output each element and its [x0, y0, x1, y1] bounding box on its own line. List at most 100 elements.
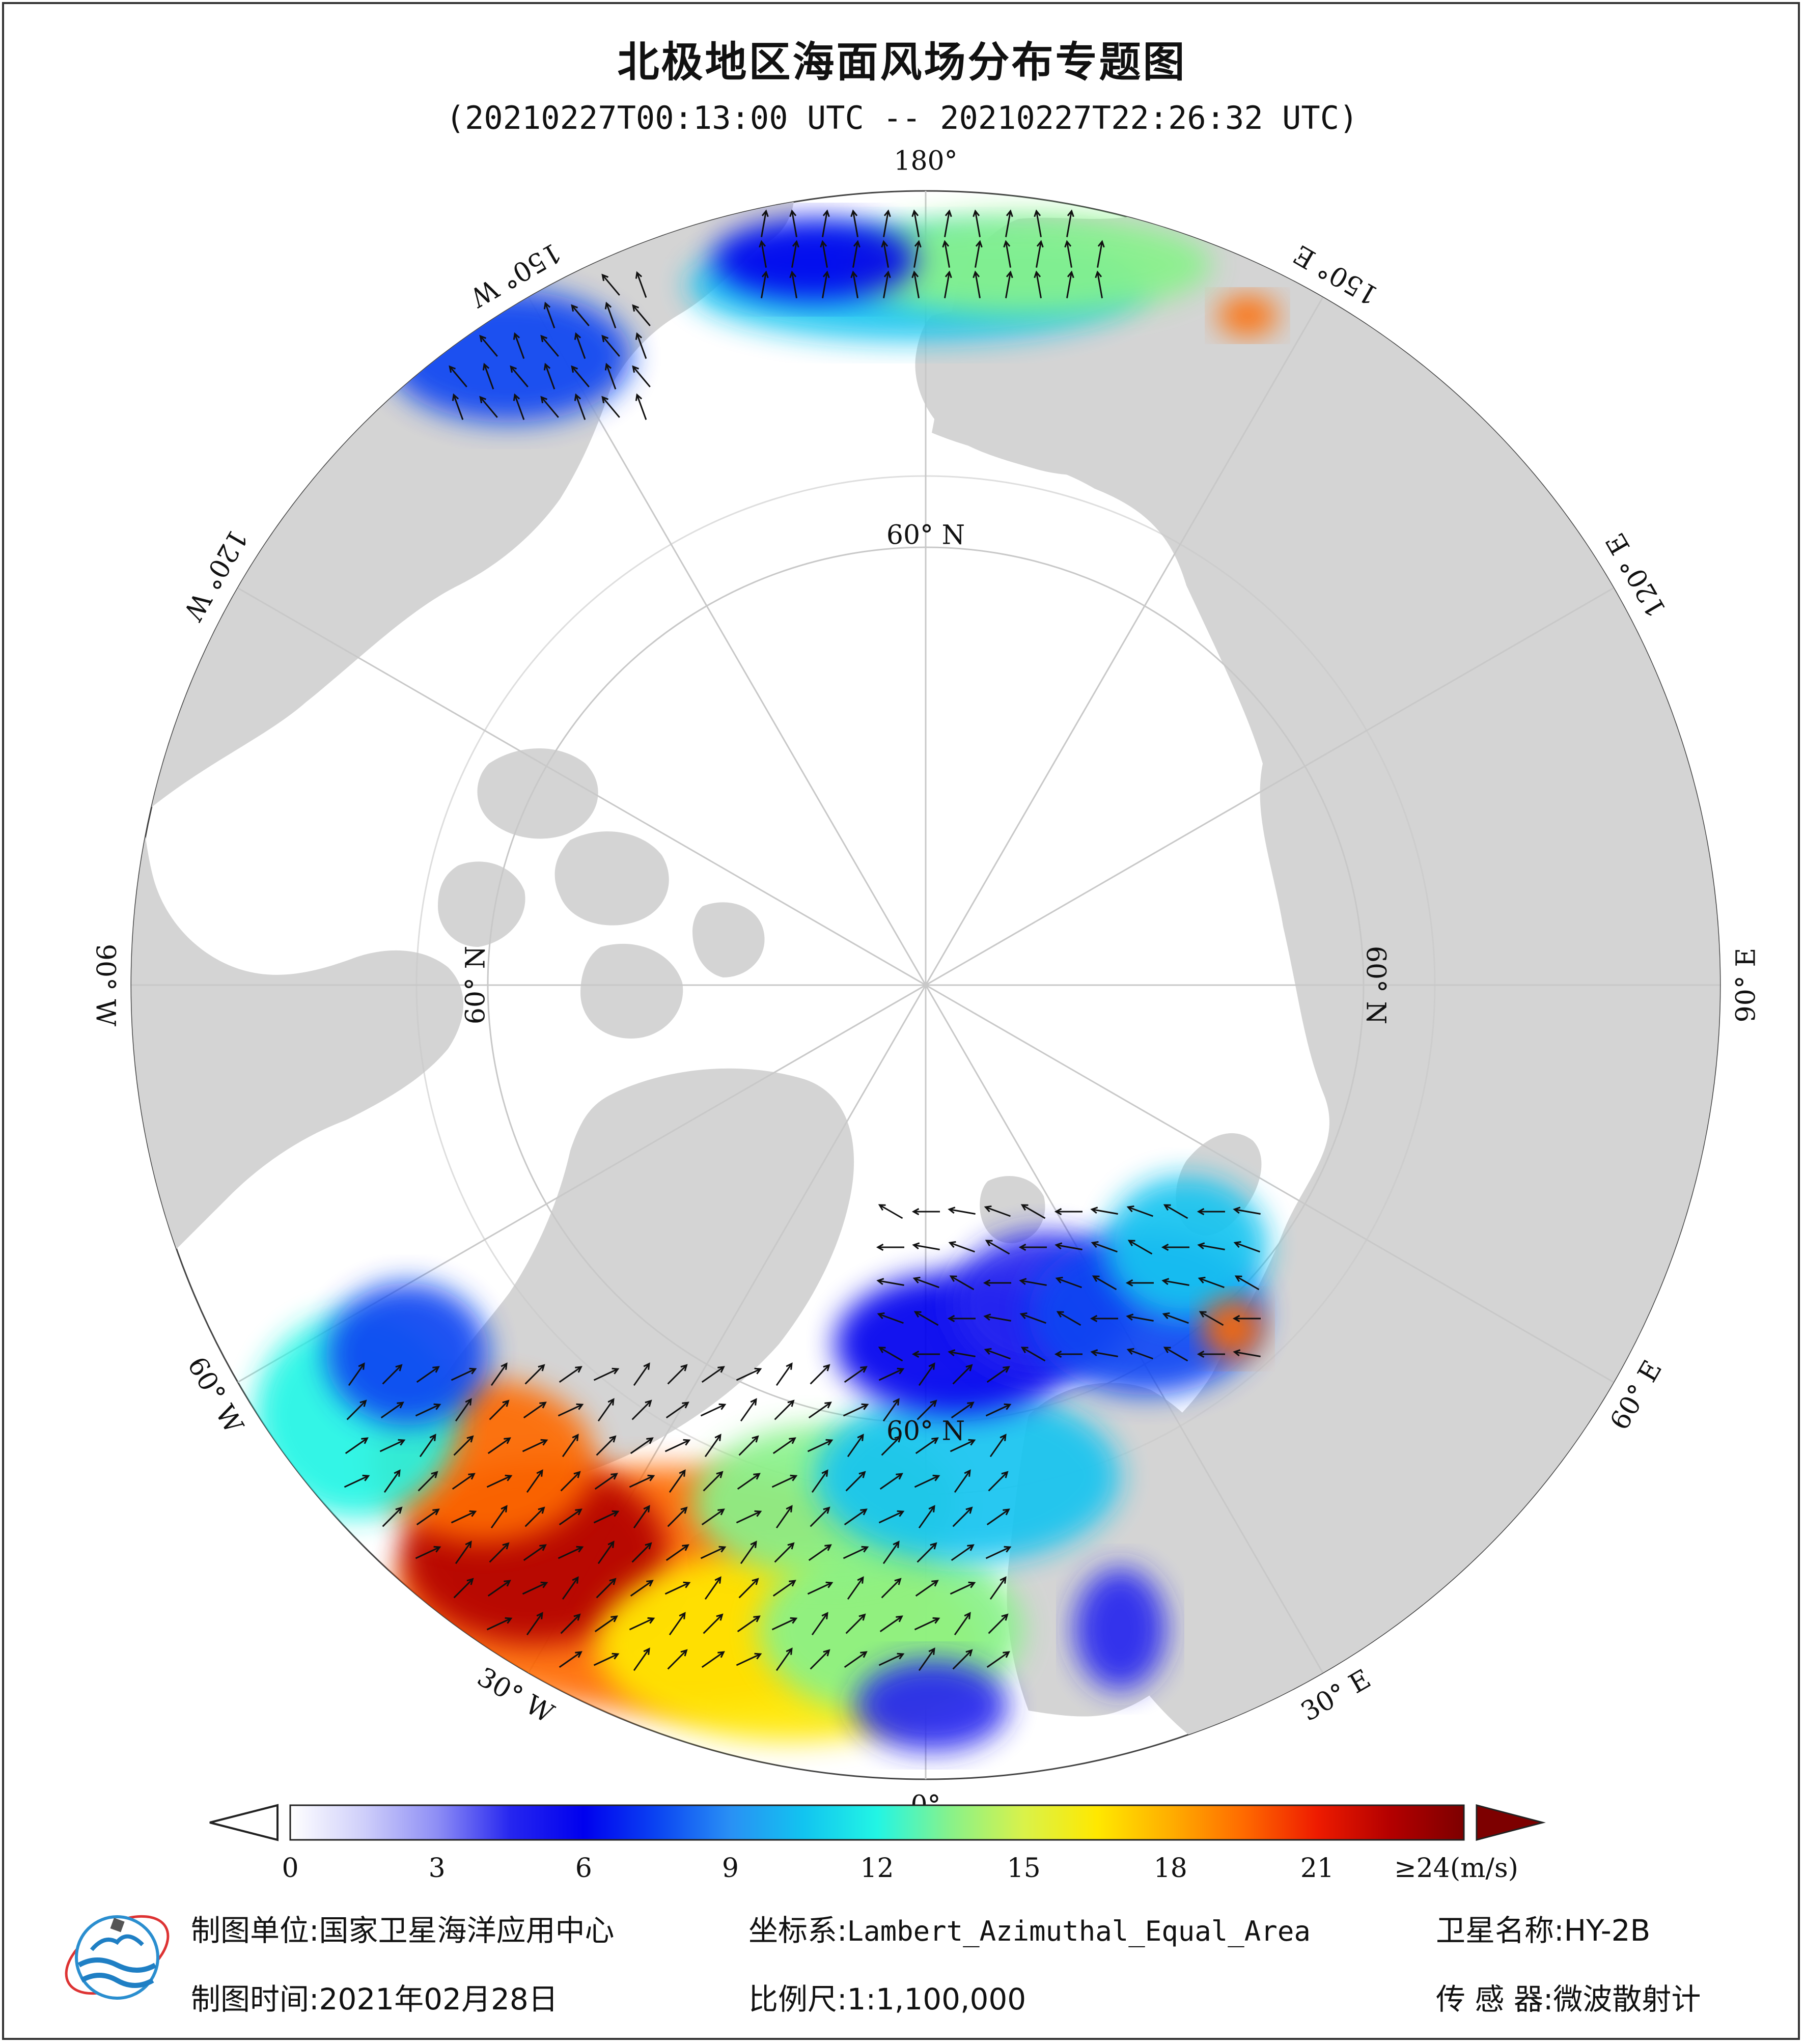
wind-arrow — [952, 1649, 973, 1670]
wind-arrow — [878, 1653, 905, 1666]
wind-arrow — [594, 1615, 618, 1633]
wind-arrow — [984, 1348, 1011, 1360]
colorbar-tick: 18 — [1153, 1853, 1187, 1884]
wind-arrow — [1055, 1276, 1082, 1289]
wind-arrow — [952, 1506, 973, 1527]
wind-arrow — [633, 1362, 650, 1386]
footer-unit-label: 制图单位: — [191, 1913, 319, 1948]
wind-arrow — [913, 240, 922, 268]
wind-arrow — [669, 1469, 686, 1493]
wind-arrow — [883, 270, 891, 298]
wind-arrow — [665, 1544, 689, 1561]
footer-sensor: 传 感 器:微波散射计 — [1436, 1975, 1701, 2018]
longitude-label: 90° E — [1731, 948, 1762, 1023]
wind-arrow — [1197, 1242, 1225, 1250]
wind-arrow — [540, 396, 559, 418]
wind-arrow — [1064, 240, 1072, 268]
wind-arrow — [635, 393, 647, 420]
wind-arrow — [1233, 1349, 1261, 1357]
latitude-label: 60° N — [886, 1416, 965, 1447]
wind-arrow — [950, 1581, 976, 1595]
wind-arrow — [486, 1474, 513, 1488]
wind-arrow — [944, 270, 952, 298]
wind-arrow — [947, 1314, 976, 1323]
wind-arrow — [700, 1546, 727, 1559]
colorbar-tick: 6 — [575, 1853, 592, 1884]
wind-arrow — [419, 1434, 436, 1458]
wind-arrow — [1233, 1241, 1260, 1253]
wind-arrow — [665, 1402, 689, 1419]
wind-arrow — [1020, 1204, 1046, 1219]
wind-arrow — [415, 1546, 441, 1559]
footer-scale-value: 1:1,100,000 — [847, 1982, 1026, 2017]
wind-arrow — [771, 1474, 798, 1488]
wind-arrow — [954, 1469, 971, 1493]
colorbar-max-arrow — [1476, 1804, 1546, 1841]
wind-arrow — [911, 270, 920, 298]
latitude-label: 60° N — [461, 946, 491, 1024]
footer-satellite-label: 卫星名称: — [1436, 1913, 1564, 1948]
wind-arrow — [486, 1617, 513, 1631]
wind-arrow — [1232, 1314, 1261, 1323]
wind-arrow — [850, 270, 858, 298]
wind-arrow — [1036, 240, 1044, 268]
wind-arrow — [1162, 1312, 1189, 1324]
wind-arrow — [952, 1364, 973, 1385]
wind-arrow — [524, 1506, 545, 1527]
wind-arrow — [737, 1615, 761, 1633]
colorbar-tick: 12 — [860, 1853, 894, 1884]
wind-arrow — [878, 1367, 905, 1381]
wind-arrow — [382, 1506, 403, 1527]
wind-arrow — [1066, 270, 1074, 298]
longitude-label: 90° W — [90, 944, 121, 1027]
wind-arrow — [635, 271, 647, 298]
wind-arrow — [1092, 1275, 1117, 1291]
wind-arrow — [989, 1576, 1007, 1600]
colorbar-gradient — [289, 1804, 1465, 1841]
wind-arrow — [453, 1435, 474, 1456]
wind-arrow — [348, 1362, 365, 1386]
wind-swath — [713, 219, 917, 300]
wind-arrow — [632, 365, 651, 387]
wind-arrow — [985, 1403, 1012, 1417]
wind-arrow — [601, 396, 620, 418]
wind-arrow — [844, 1508, 868, 1526]
wind-arrow — [345, 1437, 369, 1454]
land-svalbard — [980, 1176, 1045, 1243]
wind-arrow — [1020, 1347, 1046, 1362]
wind-arrow — [843, 1403, 869, 1417]
wind-arrow — [736, 1367, 762, 1381]
wind-arrow — [597, 1541, 615, 1564]
land-eurasia — [932, 204, 1720, 1756]
colorbar-tick: 0 — [282, 1853, 299, 1884]
wind-arrow — [844, 1651, 868, 1668]
wind-arrow — [988, 1471, 1009, 1492]
wind-arrow — [1054, 1242, 1083, 1250]
wind-arrow — [558, 1403, 584, 1417]
wind-arrow — [667, 1364, 688, 1385]
footer-unit-value: 国家卫星海洋应用中心 — [319, 1913, 615, 1948]
wind-arrow — [1161, 1278, 1189, 1286]
wind-arrow — [917, 1399, 937, 1420]
wind-arrow — [346, 1399, 367, 1420]
wind-arrow — [631, 1542, 652, 1563]
wind-arrow — [593, 1367, 620, 1381]
wind-arrow — [843, 1546, 869, 1559]
footer-satellite-value: HY-2B — [1564, 1913, 1651, 1948]
wind-arrow — [630, 1580, 654, 1597]
wind-arrow — [876, 1243, 904, 1251]
wind-arrow — [810, 1649, 830, 1670]
footer-sensor-value: 微波散射计 — [1553, 1982, 1701, 2017]
wind-arrow — [911, 1208, 940, 1216]
wind-arrow — [1097, 240, 1105, 268]
wind-arrow — [807, 1581, 834, 1595]
colorbar-tick: 15 — [1007, 1853, 1041, 1884]
wind-arrow — [973, 209, 981, 237]
wind-arrow — [759, 240, 767, 268]
wind-arrow — [490, 1505, 508, 1529]
wind-arrow — [1199, 1311, 1224, 1326]
wind-arrow — [914, 1617, 940, 1631]
colorbar-min-arrow — [209, 1804, 279, 1841]
wind-arrow — [771, 1617, 798, 1631]
wind-arrow — [596, 1435, 617, 1456]
